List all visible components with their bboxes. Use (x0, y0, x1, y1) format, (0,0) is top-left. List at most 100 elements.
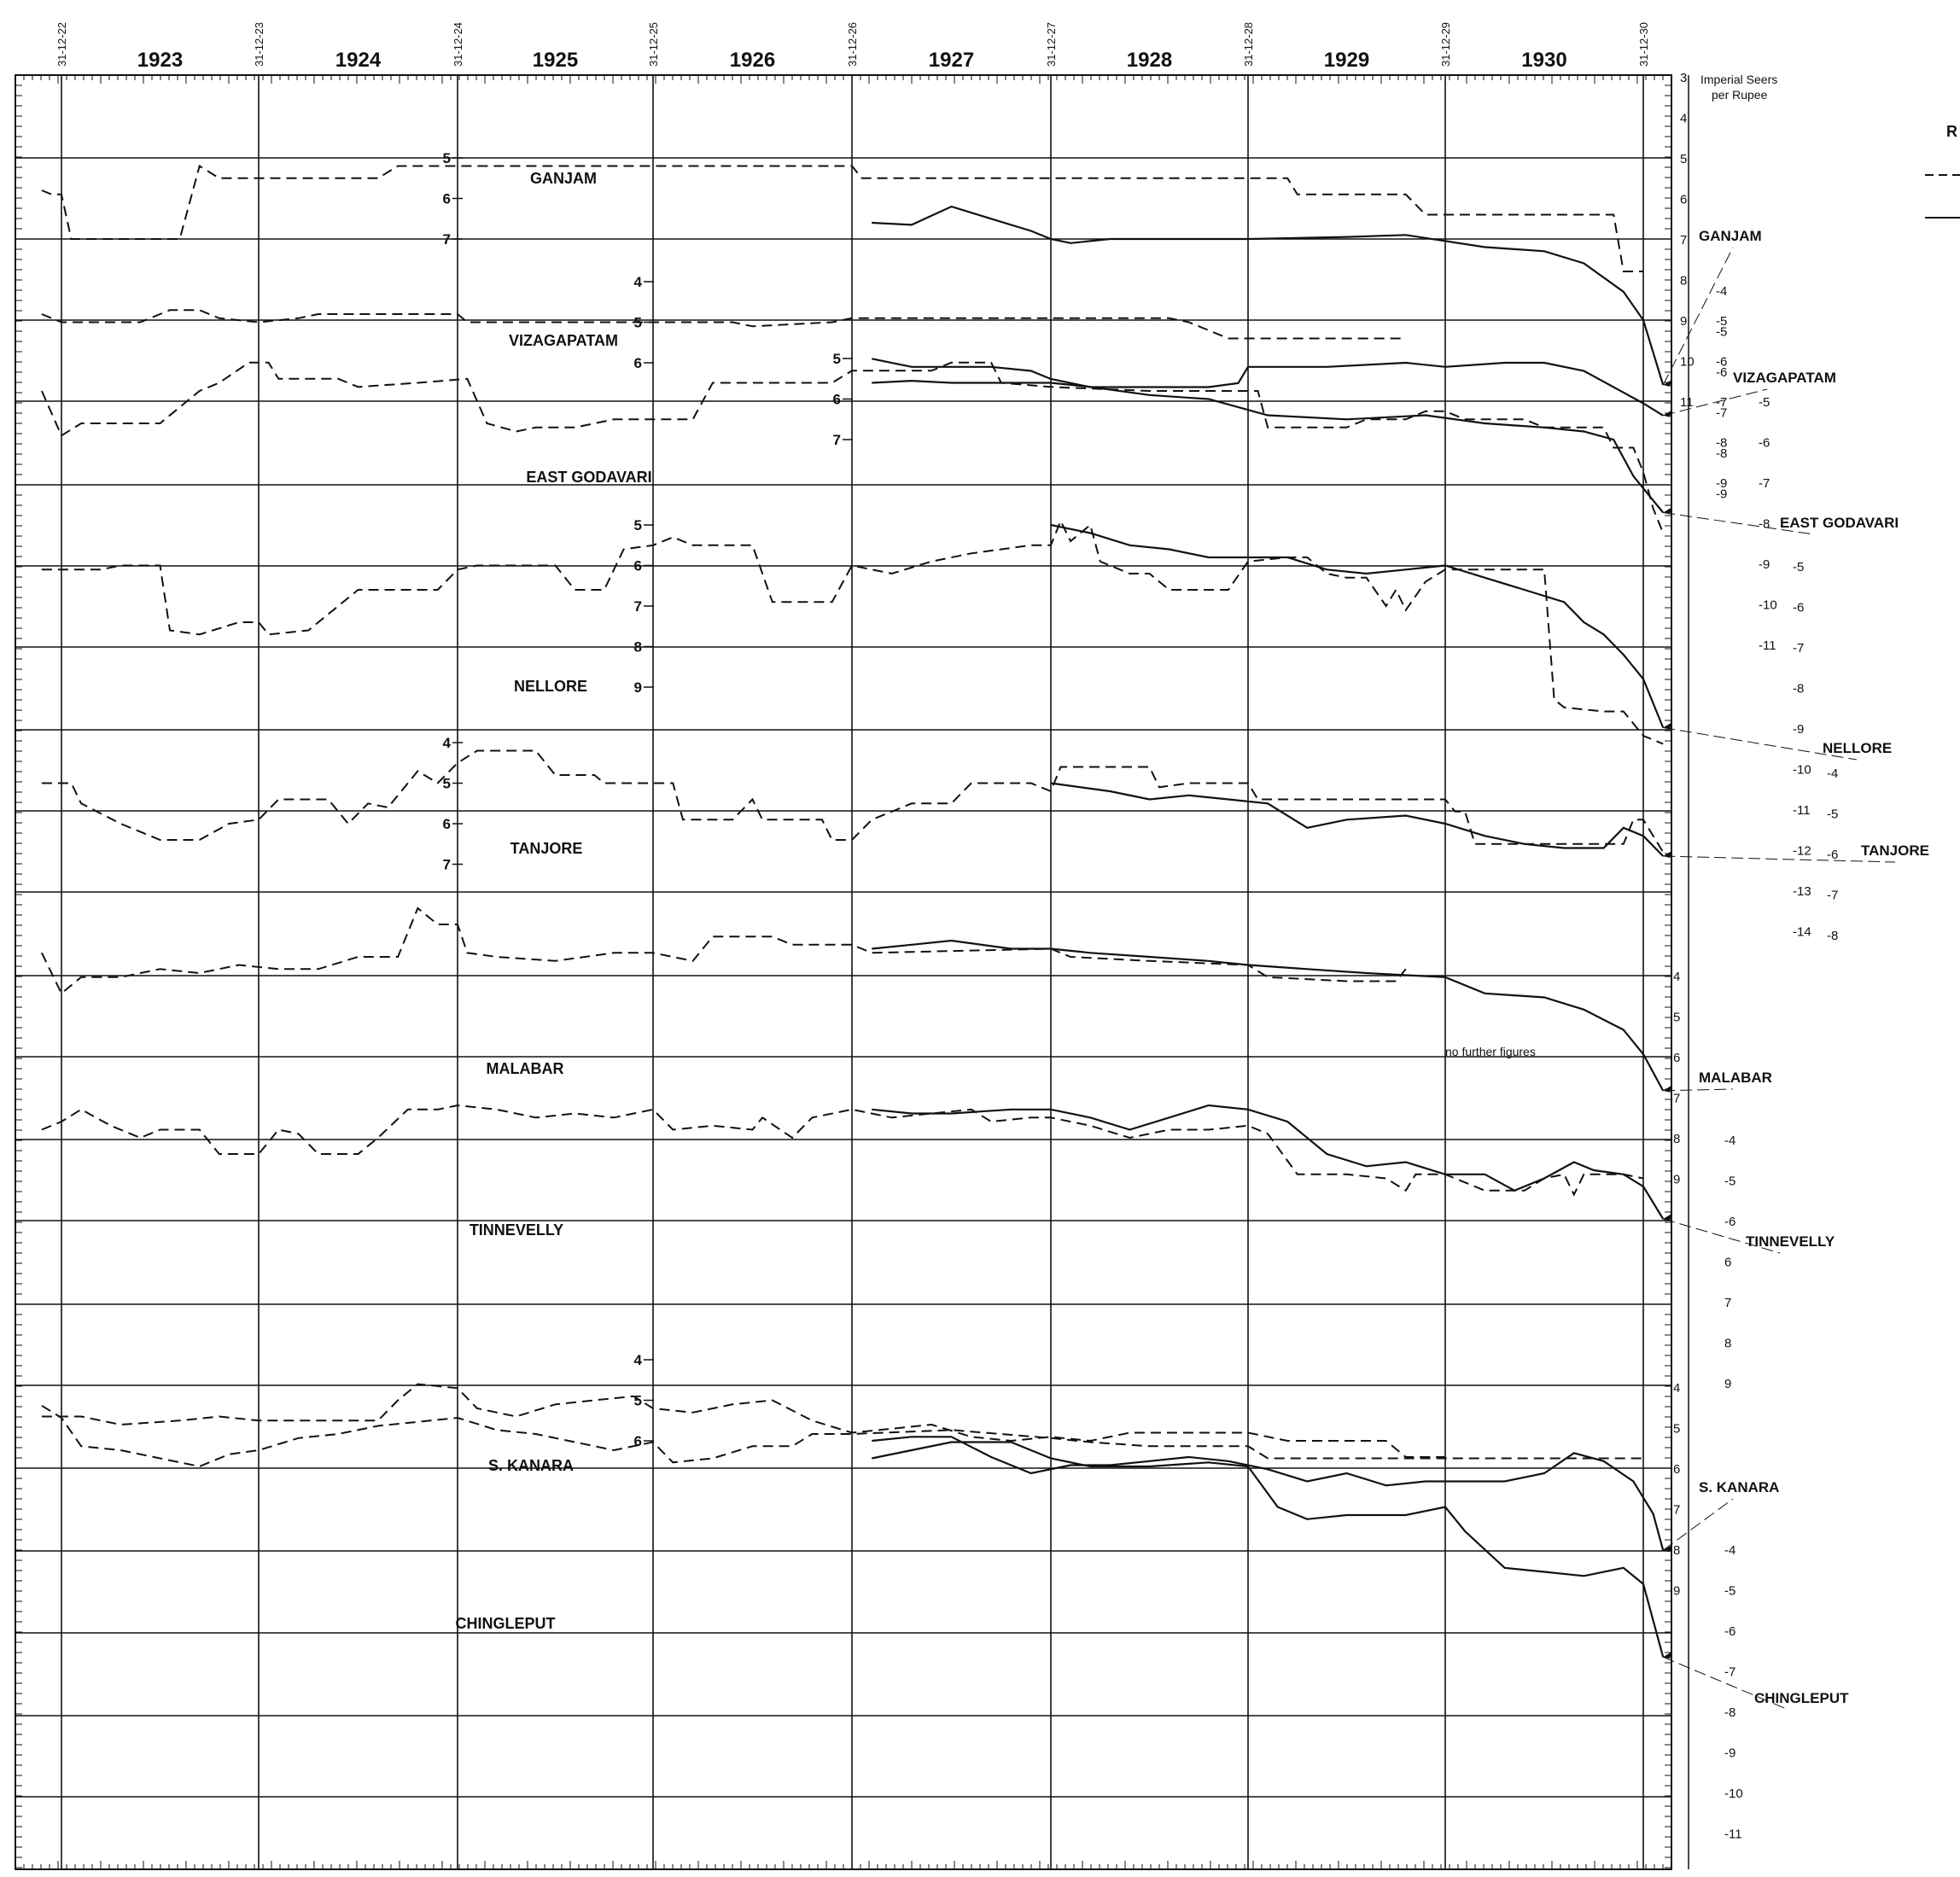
leader-line (1663, 1088, 1734, 1092)
date-marker: 31-12-29 (1439, 22, 1452, 67)
district-right-tick: -9 (1793, 722, 1804, 737)
district-right-tick: -7 (1716, 406, 1727, 421)
district-tick: 9 (634, 679, 642, 696)
district-label: GANJAM (530, 170, 597, 187)
district-right-tick: -8 (1793, 682, 1804, 697)
district-right-tick: -6 (1724, 1624, 1735, 1639)
district-right-tick: 5 (1673, 1011, 1680, 1025)
leader-line (1663, 855, 1896, 863)
leader-arrowhead (1663, 1085, 1672, 1093)
district-right-tick: 6 (1724, 1256, 1731, 1270)
district-right-tick: -8 (1724, 1705, 1735, 1720)
date-marker: 31-12-22 (55, 22, 68, 67)
series-dashed (41, 1404, 1643, 1468)
right-scale-tick: 4 (1680, 112, 1687, 126)
district-right-tick: -8 (1759, 517, 1770, 532)
leader-line (1663, 727, 1858, 761)
right-scale-tick: 11 (1680, 395, 1694, 410)
legend-cut-off: R (1925, 123, 1960, 219)
district-right-tick: 6 (1673, 1051, 1680, 1065)
district-label: TANJORE (510, 840, 583, 857)
district-right-tick: -14 (1793, 925, 1811, 940)
leader-line (1663, 1218, 1781, 1254)
district-right-tick: -6 (1827, 848, 1838, 862)
district-tick: 6 (634, 1433, 642, 1449)
district-right-label: MALABAR (1699, 1070, 1772, 1086)
district-right-tick: -9 (1716, 487, 1727, 502)
district-right-tick: -9 (1724, 1746, 1735, 1761)
date-marker: 31-12-25 (647, 22, 660, 67)
leader-line (1662, 1498, 1734, 1551)
year-label: 1923 (137, 49, 183, 72)
district-tick: 7 (634, 598, 642, 615)
chart-grid (15, 74, 1689, 1870)
district-label: NELLORE (514, 678, 587, 695)
district-label: MALABAR (487, 1060, 564, 1077)
right-scale-tick: 10 (1680, 355, 1695, 370)
right-scale: Imperial Seers per Rupee 3 4 5 6 7 8 9 10 11 (1680, 71, 1777, 410)
district-right-tick: -5 (1716, 325, 1727, 340)
district-panel: TINNEVELLY TINNEVELLY -4 -5 -6 6 7 8 9 (41, 1104, 1835, 1391)
leader-arrowhead (1663, 851, 1672, 858)
district-right-tick: -9 (1716, 476, 1727, 491)
year-label: 1927 (929, 49, 974, 72)
district-right-tick: -5 (1724, 1584, 1735, 1599)
date-marker: 31-12-27 (1045, 22, 1058, 67)
district-tick: 6 (443, 816, 451, 832)
leader-line (1663, 1656, 1789, 1711)
leader-arrowhead (1663, 410, 1672, 417)
district-right-tick: -8 (1716, 446, 1727, 461)
district-tick: 7 (443, 857, 451, 873)
series-solid (872, 1104, 1665, 1220)
district-right-label: S. KANARA (1699, 1479, 1779, 1495)
district-label: EAST GODAVARI (526, 469, 651, 486)
year-label: 1926 (730, 49, 775, 72)
district-panel: NELLORE NELLORE 5 6 7 8 9 -5 -6 -7 -8 -9 -10 -11 -12 -1… (41, 517, 1892, 940)
year-label: 1924 (335, 49, 382, 72)
district-right-tick: 8 (1724, 1337, 1731, 1351)
district-right-tick: 9 (1673, 1173, 1680, 1187)
leader-arrowhead (1663, 722, 1672, 730)
district-right-tick: -7 (1716, 395, 1727, 410)
district-right-tick: 6 (1673, 1462, 1680, 1477)
district-right-tick: 9 (1724, 1377, 1731, 1391)
district-right-tick: -4 (1724, 1543, 1735, 1558)
district-right-tick: 4 (1673, 970, 1680, 984)
leader-line (1663, 388, 1768, 417)
district-right-tick: 9 (1673, 1584, 1680, 1599)
district-tick: 5 (634, 517, 642, 533)
district-tick: 4 (634, 1352, 643, 1368)
district-label: TINNEVELLY (470, 1221, 563, 1239)
district-right-tick: -7 (1724, 1665, 1735, 1680)
district-right-tick: -4 (1724, 1134, 1735, 1148)
district-right-tick: -7 (1759, 476, 1770, 491)
right-scale-tick: 8 (1680, 274, 1687, 289)
district-right-tick: -4 (1716, 284, 1727, 299)
district-right-tick: -5 (1759, 395, 1770, 410)
district-right-tick: -7 (1827, 889, 1838, 903)
series-solid (872, 358, 1664, 417)
district-tick: 6 (443, 191, 451, 207)
series-solid (872, 379, 1665, 514)
district-right-tick: -5 (1793, 560, 1804, 574)
district-right-tick: -11 (1759, 638, 1776, 653)
leader-line (1663, 512, 1815, 535)
district-right-tick: -5 (1827, 807, 1838, 822)
right-scale-tick: 7 (1680, 233, 1687, 248)
district-right-tick: 7 (1724, 1296, 1731, 1310)
series-dashed (41, 518, 1664, 745)
district-right-tick: 8 (1673, 1543, 1680, 1558)
district-right-label: NELLORE (1823, 740, 1892, 756)
district-right-tick: -6 (1716, 365, 1727, 380)
right-scale-tick: 6 (1680, 193, 1687, 207)
series-dashed (41, 1104, 1644, 1197)
district-right-tick: -12 (1793, 844, 1811, 859)
leader-arrowhead (1663, 507, 1672, 515)
leader-arrowhead (1663, 380, 1672, 387)
series-solid (1050, 782, 1664, 857)
leader-arrowhead (1663, 1214, 1672, 1221)
district-right-label: CHINGLEPUT (1754, 1690, 1849, 1706)
district-right-tick: -5 (1724, 1175, 1735, 1189)
series-solid (872, 1436, 1665, 1551)
